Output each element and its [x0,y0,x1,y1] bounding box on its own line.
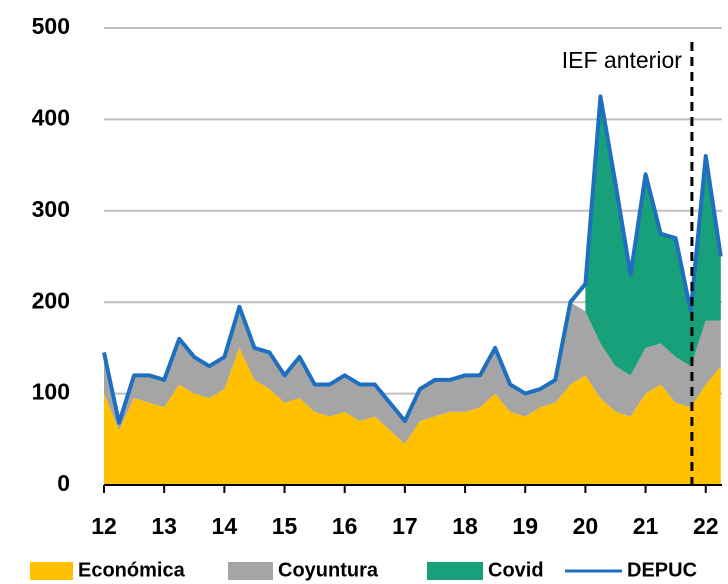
legend-label: Económica [78,559,186,581]
y-tick-label: 100 [32,379,70,405]
legend-swatch [427,562,483,580]
legend-label: Coyuntura [278,559,379,581]
legend-label: DEPUC [627,559,697,581]
x-tick-label: 16 [332,513,358,539]
x-tick-label: 13 [151,513,177,539]
y-tick-label: 400 [32,104,70,130]
line [102,94,723,425]
x-tick-label: 22 [693,513,719,539]
x-tick-label: 14 [212,513,238,539]
x-tick-label: 21 [633,513,659,539]
y-tick-label: 300 [32,196,70,222]
x-tick-label: 15 [272,513,298,539]
x-tick-label: 18 [452,513,478,539]
annotation-text: IEF anterior [562,47,682,73]
legend-label: Covid [488,559,544,581]
x-tick-label: 17 [392,513,418,539]
area [104,347,721,485]
legend-swatch [30,562,73,580]
x-tick-label: 12 [91,513,117,539]
x-tick-label: 19 [512,513,538,539]
y-tick-label: 200 [32,287,70,313]
x-tick-label: 20 [573,513,599,539]
area [104,302,721,444]
legend-swatch [228,562,273,580]
area [585,96,721,376]
y-tick-label: 500 [32,13,70,39]
y-tick-label: 0 [57,470,70,496]
